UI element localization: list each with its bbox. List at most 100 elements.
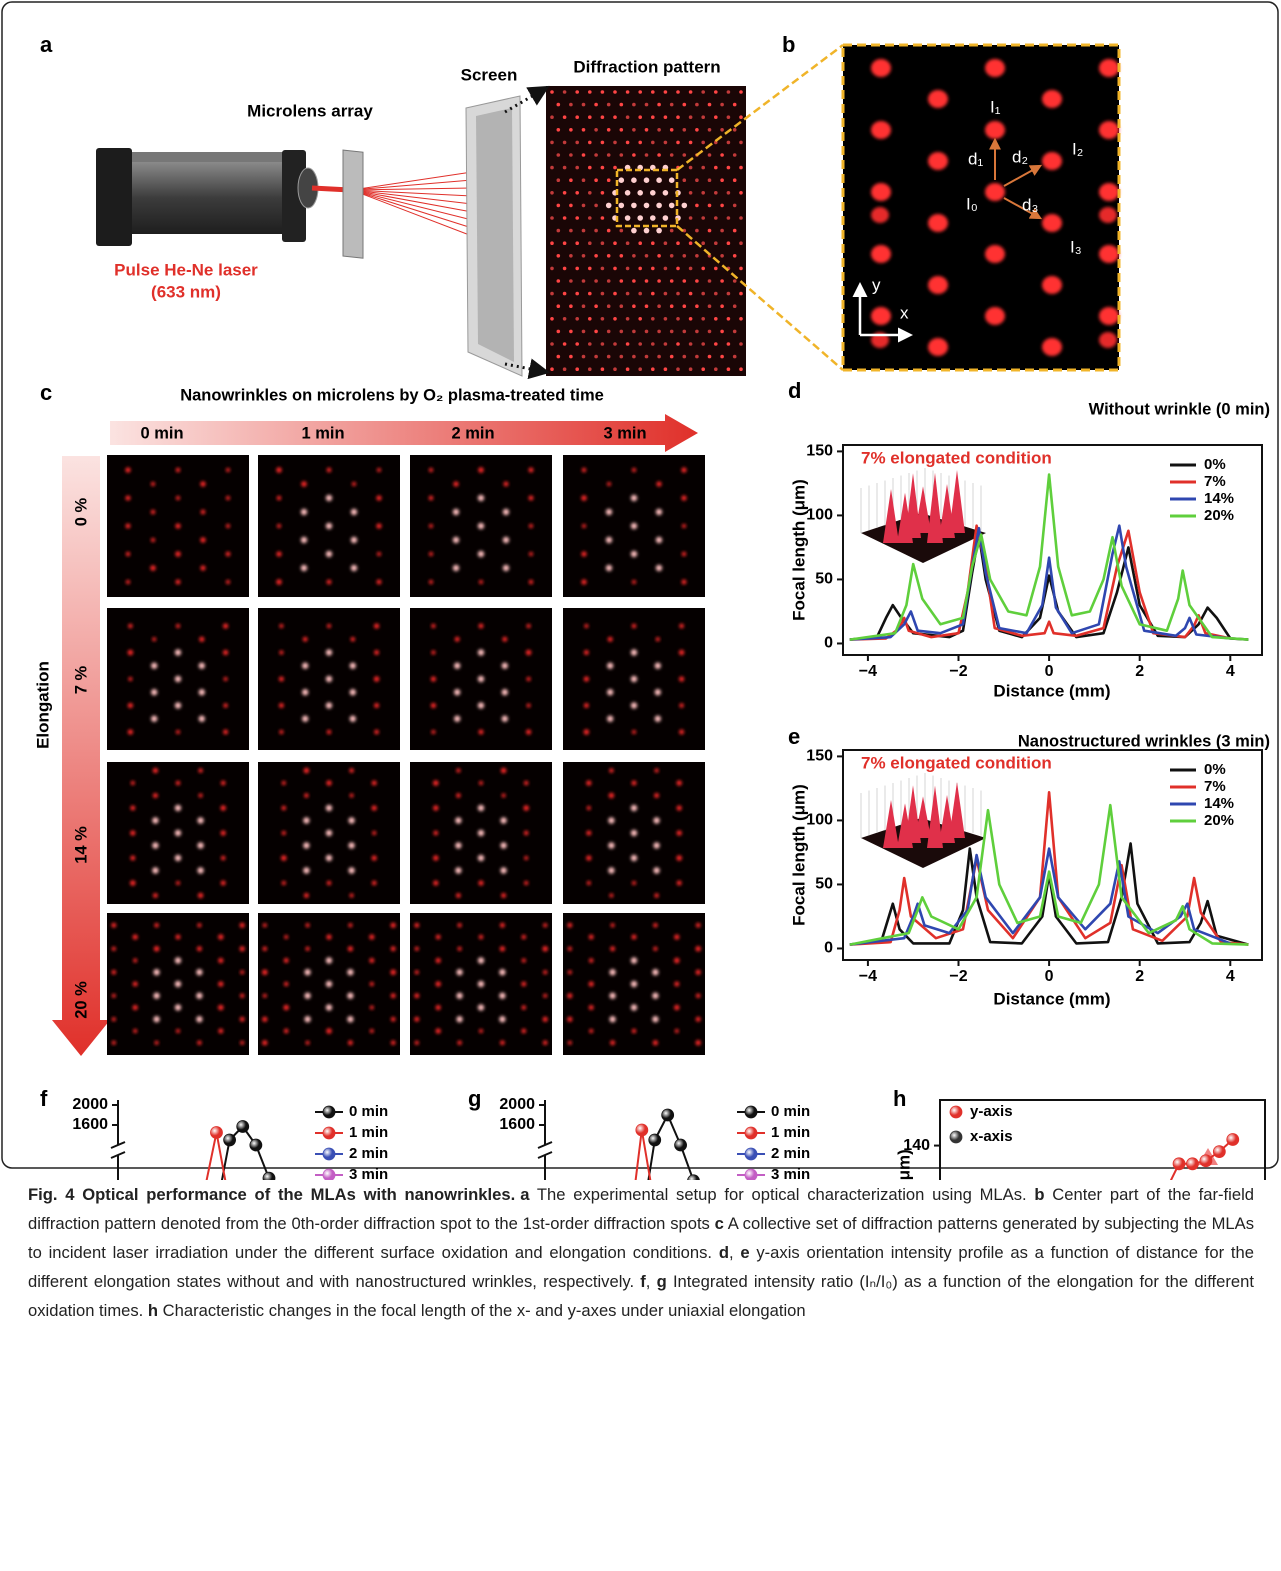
spot (326, 855, 332, 861)
spot (632, 781, 637, 786)
spot (676, 241, 680, 245)
spot (708, 153, 712, 157)
spot (456, 993, 462, 999)
spot (153, 893, 158, 898)
spot (601, 267, 605, 271)
spot (695, 128, 699, 132)
spot (608, 817, 614, 823)
spot (582, 229, 586, 233)
spot (348, 923, 352, 927)
spot (589, 958, 594, 963)
spot (223, 623, 228, 628)
spot (670, 103, 674, 107)
spot (727, 191, 731, 195)
spot (620, 103, 624, 107)
grid-title: Nanowrinkles on microlens by O₂ plasma-t… (180, 386, 604, 404)
spot (153, 768, 158, 773)
spot (631, 203, 637, 209)
spot (613, 292, 617, 296)
legend-label: 7% (1204, 473, 1226, 490)
spot (526, 677, 530, 681)
spot (588, 216, 592, 220)
spot (626, 367, 630, 371)
spot (126, 552, 130, 556)
spot (433, 880, 438, 885)
spot (1042, 152, 1062, 170)
spot (563, 141, 567, 145)
spot (478, 495, 484, 501)
spot (588, 115, 592, 119)
spot (557, 103, 561, 107)
spot (175, 676, 181, 682)
spot (656, 509, 662, 515)
spot (708, 330, 712, 334)
spot (701, 267, 705, 271)
spot (601, 90, 605, 94)
spot (133, 934, 138, 939)
elongation-arrow (52, 456, 110, 1056)
spot (664, 317, 668, 321)
spot (197, 1041, 201, 1045)
spot (154, 923, 159, 928)
spot (631, 676, 637, 682)
spot (197, 817, 203, 823)
spot (263, 923, 267, 927)
y-tick-label: 100 (806, 507, 833, 524)
spot (582, 128, 586, 132)
spot (588, 90, 592, 94)
marker (224, 1134, 236, 1146)
spot (1099, 207, 1117, 223)
spot (609, 993, 615, 999)
spot (218, 1005, 224, 1011)
spot (153, 1016, 159, 1022)
spot (349, 768, 354, 773)
spot (654, 793, 659, 798)
caption-panel-label: h (148, 1301, 158, 1320)
spot (198, 893, 203, 898)
spot (581, 551, 586, 556)
spot (436, 1005, 441, 1010)
spot (175, 830, 181, 836)
spot (240, 946, 245, 951)
spot (650, 215, 656, 221)
legend-marker (950, 1131, 962, 1143)
spot (479, 781, 483, 785)
spot (714, 342, 718, 346)
spot (197, 923, 201, 927)
spot (415, 1041, 419, 1045)
spot (326, 495, 332, 501)
spot (739, 90, 743, 94)
spot (985, 121, 1005, 139)
spot (653, 1040, 658, 1045)
spot (431, 730, 435, 734)
spot (727, 90, 731, 94)
spot (708, 103, 712, 107)
marker (1200, 1155, 1212, 1167)
spot (645, 279, 649, 283)
spot (455, 637, 460, 642)
spot (584, 729, 590, 735)
spot (478, 880, 483, 885)
spot (223, 730, 228, 735)
spot (569, 204, 573, 208)
marker (1186, 1158, 1198, 1170)
spot (588, 241, 592, 245)
y-tick-label: 1600 (72, 1116, 108, 1133)
spot (653, 842, 659, 848)
spot (594, 254, 598, 258)
spot (304, 969, 310, 975)
spot (632, 730, 636, 734)
legend-label: 3 min (349, 1166, 388, 1180)
spot (550, 267, 554, 271)
caption-text: Characteristic changes in the focal leng… (158, 1301, 806, 1320)
spot (569, 128, 573, 132)
spot (112, 1017, 116, 1021)
spot (928, 338, 948, 356)
spot (676, 317, 680, 321)
spot (727, 241, 731, 245)
spot (569, 304, 573, 308)
spot (720, 128, 724, 132)
spot (588, 317, 592, 321)
spot (1099, 59, 1119, 77)
panel-letter: e (788, 724, 800, 749)
